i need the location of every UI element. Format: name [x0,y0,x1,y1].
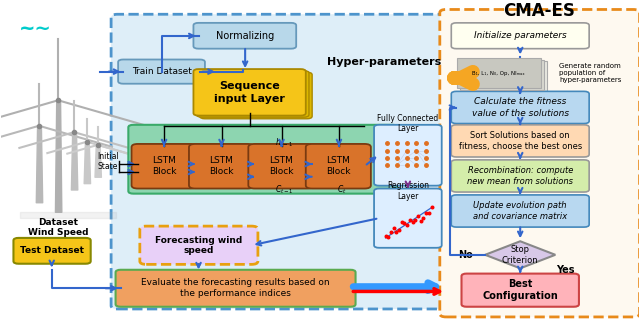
Text: LSTM
Block: LSTM Block [269,156,293,176]
FancyBboxPatch shape [374,125,442,186]
Text: Regression
Layer: Regression Layer [387,181,429,201]
Text: CMA-ES: CMA-ES [504,2,575,20]
Text: ~∼: ~∼ [19,19,52,38]
Point [394,227,404,232]
FancyBboxPatch shape [200,72,312,119]
Point [397,220,407,225]
FancyBboxPatch shape [13,238,91,264]
Point [421,210,431,215]
Point [424,210,434,215]
FancyBboxPatch shape [189,144,254,189]
Text: LSTM
Block: LSTM Block [326,156,351,176]
FancyBboxPatch shape [440,9,639,317]
Point [419,216,429,221]
Text: Test Dataset: Test Dataset [20,246,84,255]
FancyBboxPatch shape [460,60,544,90]
FancyBboxPatch shape [140,226,258,264]
Point [426,204,436,209]
Point [388,225,399,230]
Text: Dataset
Wind Speed: Dataset Wind Speed [28,218,88,237]
Text: $C_{t-1}$: $C_{t-1}$ [275,183,294,196]
FancyBboxPatch shape [451,195,589,227]
FancyBboxPatch shape [193,23,296,49]
Text: Train Dataset: Train Dataset [132,67,191,76]
Point [386,230,396,235]
FancyBboxPatch shape [451,23,589,49]
Text: Recombination: compute
new mean from solutions: Recombination: compute new mean from sol… [467,166,573,186]
Text: Best
Configuration: Best Configuration [483,279,558,301]
FancyBboxPatch shape [451,91,589,123]
FancyBboxPatch shape [451,125,589,157]
FancyBboxPatch shape [451,160,589,192]
FancyBboxPatch shape [132,144,196,189]
Text: Hyper-parameters: Hyper-parameters [326,57,441,67]
Point [383,234,394,239]
Point [408,219,418,224]
Point [415,218,426,224]
Point [391,229,401,234]
Polygon shape [485,241,556,268]
Point [413,213,423,218]
Text: Stop
Criterion: Stop Criterion [502,245,538,264]
Text: Sort Solutions based on
fitness, choose the best ones: Sort Solutions based on fitness, choose … [459,131,582,151]
Text: No: No [458,250,473,260]
Text: $h_{t-1}$: $h_{t-1}$ [275,136,293,149]
Point [402,223,412,228]
FancyBboxPatch shape [463,61,547,92]
Text: Initial
State: Initial State [97,152,119,171]
FancyBboxPatch shape [116,270,356,307]
FancyBboxPatch shape [374,189,442,248]
FancyBboxPatch shape [306,144,371,189]
Text: $C_t$: $C_t$ [337,183,346,196]
FancyBboxPatch shape [196,71,309,117]
Text: Update evolution path
and covariance matrix: Update evolution path and covariance mat… [473,201,567,221]
FancyBboxPatch shape [248,144,314,189]
Text: Evaluate the forecasting results based on
the performance indices: Evaluate the forecasting results based o… [141,278,330,298]
Text: Calculate the fitness
value of the solutions: Calculate the fitness value of the solut… [472,98,569,118]
FancyBboxPatch shape [457,58,541,88]
FancyBboxPatch shape [129,125,397,194]
Text: Yes: Yes [556,265,575,275]
Text: Forecasting wind
speed: Forecasting wind speed [155,236,242,255]
Text: B₁, L₁, N₀, Op, Nlₘₐₓ: B₁, L₁, N₀, Op, Nlₘₐₓ [472,71,525,76]
Point [380,234,390,239]
Point [410,217,420,222]
Text: Generate random
population of
hyper-parameters: Generate random population of hyper-para… [559,63,621,83]
Text: Initialize parameters: Initialize parameters [474,31,566,40]
FancyBboxPatch shape [118,60,205,84]
Text: Fully Connected
Layer: Fully Connected Layer [377,113,438,133]
Point [399,220,410,226]
FancyBboxPatch shape [193,69,306,116]
Text: Normalizing: Normalizing [216,31,274,41]
Text: Sequence
input Layer: Sequence input Layer [214,81,285,104]
FancyBboxPatch shape [111,14,446,309]
Point [404,218,415,223]
FancyBboxPatch shape [461,273,579,307]
Text: LSTM
Block: LSTM Block [152,156,177,176]
Text: LSTM
Block: LSTM Block [209,156,234,176]
